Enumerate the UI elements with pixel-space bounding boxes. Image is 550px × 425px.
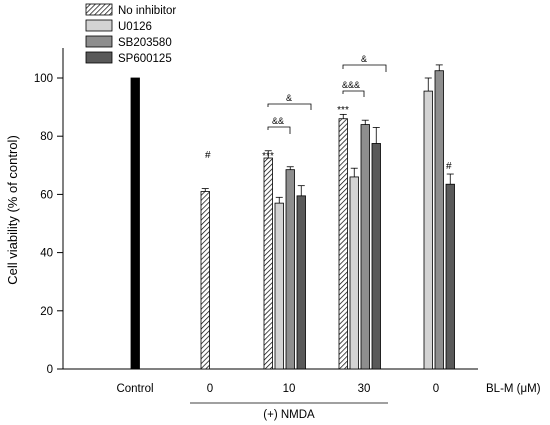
error-bars bbox=[201, 64, 454, 204]
bracket-10-inner bbox=[267, 126, 291, 134]
nmda-group-label: (+) NMDA bbox=[263, 409, 315, 421]
y-tick-label: 80 bbox=[40, 131, 53, 143]
bar-u0126 bbox=[349, 176, 359, 370]
bracket-10-outer bbox=[267, 103, 312, 110]
bar-sb203580 bbox=[434, 70, 444, 370]
x-tick-label-10: 10 bbox=[283, 383, 296, 395]
bar-no-inhibitor bbox=[338, 118, 348, 370]
stars-annotation-10: *** bbox=[262, 151, 274, 162]
bracket-30-outer bbox=[342, 64, 387, 72]
legend-item-u0126: U0126 bbox=[85, 19, 152, 33]
bar-no-inhibitor bbox=[200, 191, 210, 370]
y-tick-label: 0 bbox=[47, 364, 53, 376]
legend-item-no-inhibitor: No inhibitor bbox=[85, 3, 176, 17]
y-axis-ticks: 0 20 40 60 80 100 bbox=[34, 73, 63, 376]
x-tick-label-control: Control bbox=[116, 383, 153, 395]
bar-no-inhibitor bbox=[263, 157, 273, 370]
bar-sp600125 bbox=[445, 183, 455, 370]
legend-item-sp600125: SP600125 bbox=[85, 51, 172, 65]
legend-label: SB203580 bbox=[118, 37, 172, 49]
hash-annotation-0: # bbox=[205, 150, 211, 161]
stars-annotation-30: *** bbox=[337, 105, 349, 116]
hash-annotation-sp: # bbox=[446, 161, 452, 172]
bars bbox=[130, 70, 455, 370]
y-tick-label: 20 bbox=[40, 306, 53, 318]
bar-u0126 bbox=[274, 202, 284, 370]
amp-annotation-10-outer: & bbox=[286, 93, 292, 103]
bar-sb203580 bbox=[360, 124, 370, 370]
bar-sp600125 bbox=[296, 195, 306, 370]
legend-label: SP600125 bbox=[118, 53, 172, 65]
y-tick-label: 100 bbox=[34, 73, 53, 85]
legend: No inhibitor U0126 SB203580 SP600125 bbox=[85, 3, 176, 65]
legend-label: No inhibitor bbox=[118, 5, 176, 17]
bar-control bbox=[130, 77, 140, 370]
legend-item-sb203580: SB203580 bbox=[85, 35, 172, 49]
y-axis-label: Cell viability (% of control) bbox=[5, 135, 20, 285]
bar-u0126 bbox=[423, 90, 433, 370]
x-tick-label-30: 30 bbox=[358, 383, 371, 395]
y-tick-label: 40 bbox=[40, 248, 53, 260]
x-unit-label: BL-M (μM) bbox=[486, 383, 541, 395]
y-tick-label: 60 bbox=[40, 189, 53, 201]
bar-sb203580 bbox=[285, 169, 295, 370]
amp-annotation-30-outer: & bbox=[361, 54, 367, 64]
bar-sp600125 bbox=[371, 143, 381, 370]
bracket-30-inner bbox=[342, 90, 365, 97]
legend-label: U0126 bbox=[118, 21, 152, 33]
x-tick-label-0-second: 0 bbox=[433, 383, 439, 395]
amp-annotation-10-inner: && bbox=[272, 116, 284, 126]
amp-annotation-30-inner: &&& bbox=[342, 80, 360, 90]
x-tick-label-0: 0 bbox=[207, 383, 213, 395]
